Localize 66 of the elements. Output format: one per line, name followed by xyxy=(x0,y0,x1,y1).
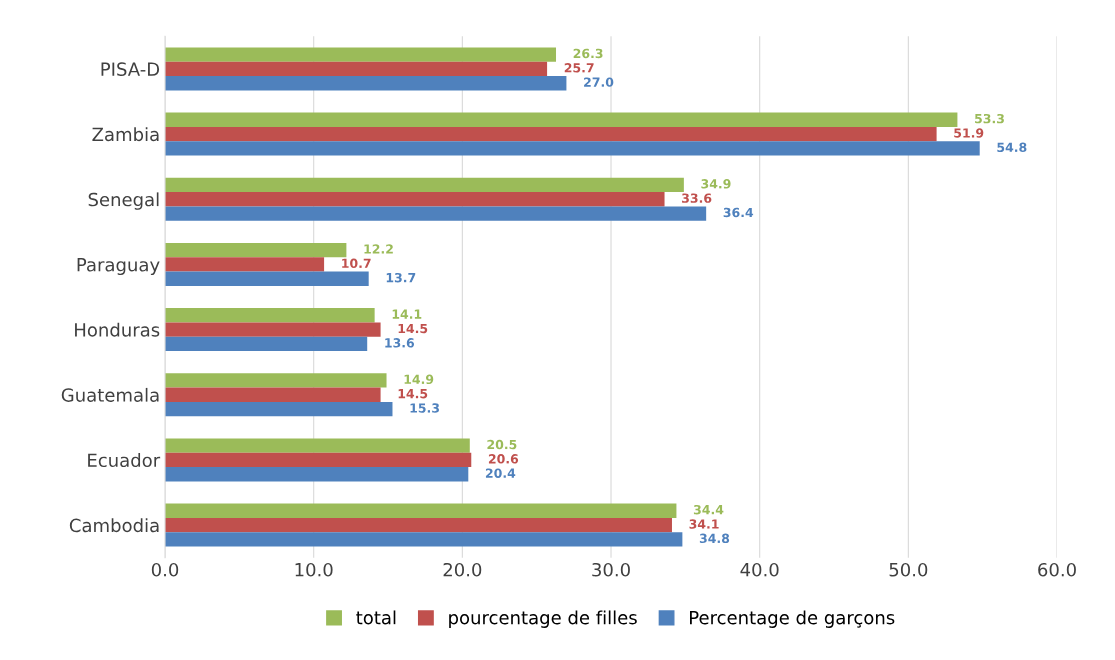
bar xyxy=(165,503,677,518)
y-tick-label: Paraguay xyxy=(77,258,160,276)
bar xyxy=(165,61,548,77)
data-label: 25.7 xyxy=(564,63,594,73)
bar xyxy=(165,47,557,62)
bar xyxy=(165,452,472,468)
data-label: 26.3 xyxy=(573,48,603,59)
data-label: 34.8 xyxy=(699,533,730,544)
bar xyxy=(165,387,381,402)
y-tick-label: PISA-D xyxy=(101,62,160,76)
y-tick-label: Senegal xyxy=(88,192,159,210)
data-label: 12.2 xyxy=(364,244,393,254)
legend-label: pourcentage de filles xyxy=(449,610,637,628)
data-label: 34.9 xyxy=(701,179,731,189)
y-tick-label: Guatemala xyxy=(61,387,159,402)
bar xyxy=(165,257,325,272)
data-label: 20.4 xyxy=(485,468,516,478)
data-label: 33.6 xyxy=(682,193,712,203)
bar xyxy=(165,308,375,323)
bar xyxy=(165,206,707,221)
bar xyxy=(165,517,672,533)
bar xyxy=(165,373,387,388)
x-tick-label: 40.0 xyxy=(740,562,779,577)
data-label: 20.6 xyxy=(488,454,519,464)
data-label: 14.1 xyxy=(392,309,422,319)
data-label: 14.9 xyxy=(404,374,434,385)
data-label: 15.3 xyxy=(410,403,439,413)
y-tick-label: Cambodia xyxy=(69,518,159,533)
data-label: 20.5 xyxy=(487,439,517,450)
data-label: 53.3 xyxy=(975,113,1004,124)
bar xyxy=(165,192,665,207)
bar xyxy=(165,467,469,482)
data-label: 14.5 xyxy=(398,323,428,334)
bar xyxy=(165,112,958,127)
bar xyxy=(165,177,684,193)
data-label: 54.8 xyxy=(997,142,1027,153)
x-tick-label: 50.0 xyxy=(889,562,928,577)
bar xyxy=(165,271,369,286)
data-label: 10.7 xyxy=(342,258,371,269)
x-tick-label: 0.0 xyxy=(151,562,179,577)
y-tick-label: Zambia xyxy=(92,127,159,142)
bar xyxy=(165,336,368,352)
legend-label: Percentage de garçons xyxy=(690,610,895,628)
bar xyxy=(165,532,683,547)
bar xyxy=(165,76,567,91)
y-tick-label: Honduras xyxy=(75,322,160,337)
bar xyxy=(165,126,937,142)
data-label: 34.4 xyxy=(693,504,724,515)
data-label: 27.0 xyxy=(584,77,614,87)
bar xyxy=(165,141,980,156)
x-tick-label: 10.0 xyxy=(295,562,333,577)
data-label: 14.5 xyxy=(398,389,428,399)
x-tick-label: 30.0 xyxy=(592,562,630,577)
bar xyxy=(165,242,347,258)
data-label: 36.4 xyxy=(723,207,754,218)
x-tick-label: 60.0 xyxy=(1038,562,1076,577)
data-label: 13.7 xyxy=(386,272,416,283)
data-label: 51.9 xyxy=(954,128,984,138)
x-tick-label: 20.0 xyxy=(443,562,482,577)
legend-label: total xyxy=(356,610,396,625)
data-label: 34.1 xyxy=(689,519,719,529)
data-label: 13.6 xyxy=(385,338,415,348)
bar xyxy=(165,438,470,453)
bar xyxy=(165,401,393,417)
bar xyxy=(165,322,381,337)
y-tick-label: Ecuador xyxy=(88,453,161,468)
